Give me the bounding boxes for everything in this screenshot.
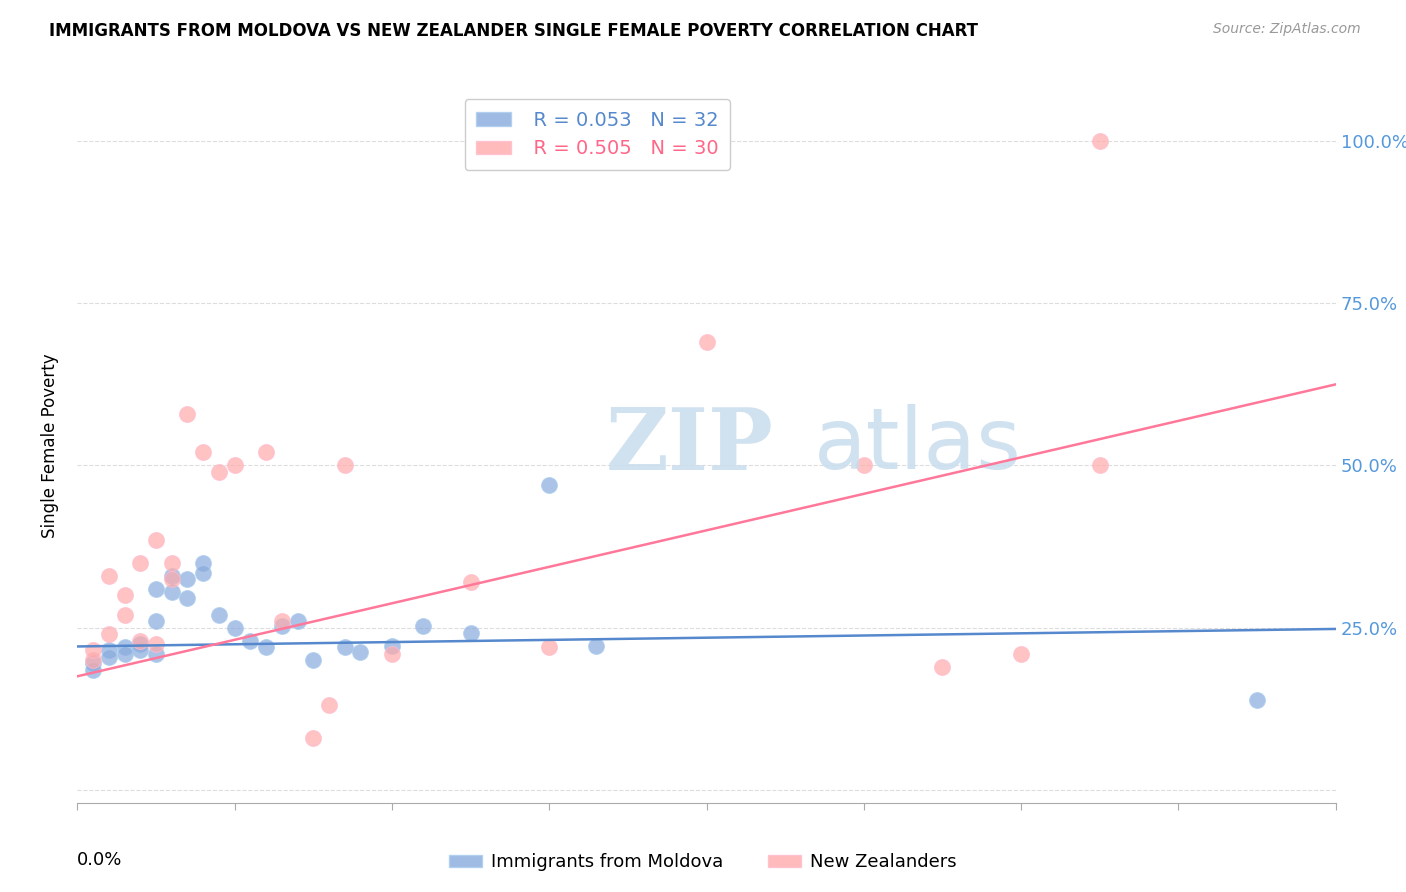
Point [82, 643, 104, 657]
Point [852, 458, 875, 473]
Point [696, 335, 718, 350]
Point [460, 625, 482, 640]
Legend:   R = 0.053   N = 32,   R = 0.505   N = 30: R = 0.053 N = 32, R = 0.505 N = 30 [464, 99, 730, 170]
Point [302, 731, 325, 745]
Point [176, 572, 198, 586]
Point [176, 591, 198, 606]
Point [239, 633, 262, 648]
Point [381, 639, 404, 653]
Point [302, 653, 325, 667]
Point [82, 657, 104, 671]
Point [129, 633, 152, 648]
Point [318, 698, 340, 713]
Point [129, 643, 152, 657]
Point [585, 639, 607, 653]
Point [224, 458, 246, 473]
Point [538, 640, 561, 654]
Legend: Immigrants from Moldova, New Zealanders: Immigrants from Moldova, New Zealanders [443, 847, 963, 879]
Point [145, 533, 167, 547]
Point [460, 575, 482, 590]
Point [254, 640, 277, 654]
Point [191, 445, 215, 459]
Point [931, 659, 953, 673]
Point [333, 640, 356, 654]
Text: Source: ZipAtlas.com: Source: ZipAtlas.com [1213, 22, 1361, 37]
Point [412, 619, 434, 633]
Point [270, 614, 292, 628]
Point [224, 621, 246, 635]
Point [176, 407, 198, 421]
Point [160, 585, 183, 599]
Point [1010, 647, 1032, 661]
Point [145, 637, 167, 651]
Point [145, 647, 167, 661]
Point [1088, 134, 1111, 148]
Point [191, 556, 215, 570]
Point [97, 643, 120, 657]
Point [129, 556, 152, 570]
Point [97, 649, 120, 664]
Point [538, 478, 561, 492]
Point [287, 614, 309, 628]
Y-axis label: Single Female Poverty: Single Female Poverty [41, 354, 59, 538]
Point [1246, 693, 1268, 707]
Point [160, 572, 183, 586]
Point [191, 566, 215, 580]
Point [145, 582, 167, 596]
Point [82, 663, 104, 677]
Point [254, 445, 277, 459]
Text: IMMIGRANTS FROM MOLDOVA VS NEW ZEALANDER SINGLE FEMALE POVERTY CORRELATION CHART: IMMIGRANTS FROM MOLDOVA VS NEW ZEALANDER… [49, 22, 979, 40]
Point [160, 568, 183, 582]
Point [208, 465, 231, 479]
Text: 0.0%: 0.0% [77, 851, 122, 870]
Point [160, 556, 183, 570]
Point [114, 647, 136, 661]
Point [114, 607, 136, 622]
Text: ZIP: ZIP [606, 404, 773, 488]
Point [208, 607, 231, 622]
Point [114, 588, 136, 602]
Point [145, 614, 167, 628]
Point [1088, 458, 1111, 473]
Point [97, 568, 120, 582]
Point [114, 640, 136, 654]
Point [349, 645, 371, 659]
Point [82, 653, 104, 667]
Point [97, 627, 120, 641]
Point [129, 637, 152, 651]
Text: atlas: atlas [814, 404, 1022, 488]
Point [270, 619, 292, 633]
Point [381, 647, 404, 661]
Point [333, 458, 356, 473]
